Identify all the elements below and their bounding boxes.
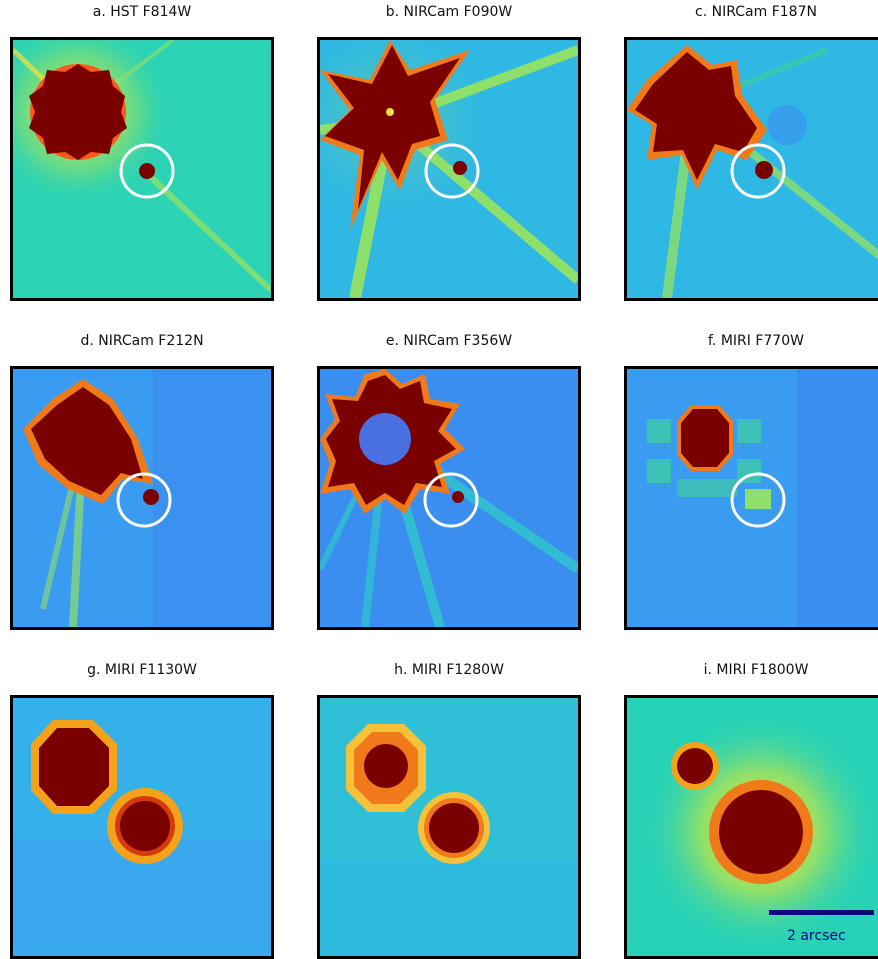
scale-bar (769, 910, 874, 915)
panel-g-title: g. MIRI F1130W (87, 662, 197, 678)
panel-f-image (624, 366, 878, 630)
panel-c-image (624, 37, 878, 301)
panel-i-title: i. MIRI F1800W (703, 662, 809, 678)
panel-d-image (10, 366, 274, 630)
panel-e-image (317, 366, 581, 630)
panel-e-title: e. NIRCam F356W (385, 333, 513, 349)
scale-bar-label: 2 arcsec (787, 928, 846, 944)
panel-a-title: a. HST F814W (92, 4, 192, 20)
panel-g-image (10, 695, 274, 959)
panel-d-title: d. NIRCam F212N (80, 333, 204, 349)
panel-h-image (317, 695, 581, 959)
panel-c-title: c. NIRCam F187N (695, 4, 817, 20)
panel-i-image (624, 695, 878, 959)
panel-f-title: f. MIRI F770W (708, 333, 804, 349)
panel-b-title: b. NIRCam F090W (385, 4, 513, 20)
panel-a-image (10, 37, 274, 301)
panel-b-image (317, 37, 581, 301)
panel-h-title: h. MIRI F1280W (394, 662, 504, 678)
